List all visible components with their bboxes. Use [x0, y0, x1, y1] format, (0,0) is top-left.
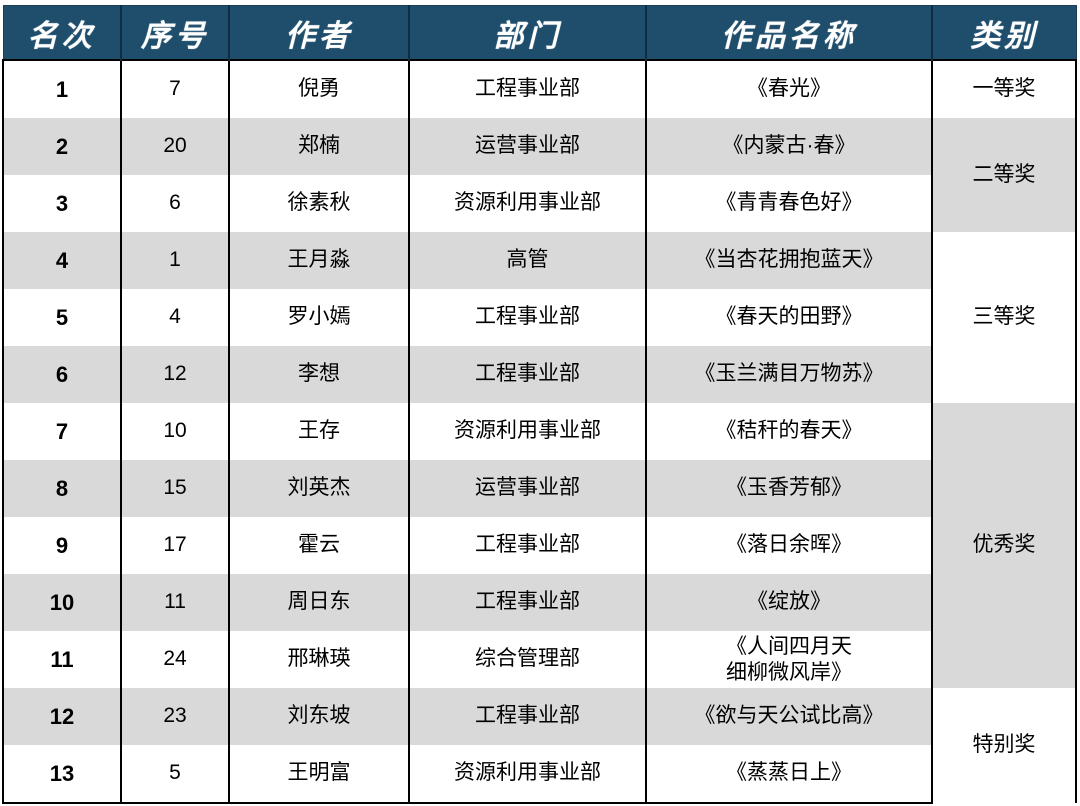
cell-number[interactable]: 24 — [120, 631, 230, 688]
table-row: 7 10 王存 资源利用事业部 《秸秆的春天》 优秀奖 — [2, 403, 1077, 688]
cell-department[interactable]: 工程事业部 — [408, 346, 647, 403]
table-body: 1 7 倪勇 工程事业部 《春光》 一等奖 2 20 郑楠 运营事业部 《内蒙古·春》 二等奖 3 6 徐素… — [2, 59, 1077, 804]
cell-category[interactable]: 二等奖 — [931, 118, 1077, 232]
cell-department[interactable]: 工程事业部 — [408, 688, 647, 745]
cell-category[interactable]: 优秀奖 — [931, 403, 1077, 688]
table-row: 2 20 郑楠 运营事业部 《内蒙古·春》 二等奖 — [2, 118, 1077, 232]
cell-rank[interactable]: 11 — [2, 631, 122, 688]
cell-rank[interactable]: 10 — [2, 574, 122, 631]
cell-author[interactable]: 刘英杰 — [228, 460, 410, 517]
cell-rank[interactable]: 2 — [2, 118, 122, 175]
cell-author[interactable]: 王存 — [228, 403, 410, 460]
cell-rank[interactable]: 6 — [2, 346, 122, 403]
cell-author[interactable]: 倪勇 — [228, 59, 410, 118]
table-row: 9 17 霍云 工程事业部 《落日余晖》 — [2, 517, 1076, 574]
cell-rank[interactable]: 13 — [2, 745, 122, 804]
table-row: 3 6 徐素秋 资源利用事业部 《青青春色好》 — [2, 175, 1076, 232]
work-title-line-1: 《人间四月天 — [726, 634, 852, 658]
cell-number[interactable]: 6 — [120, 175, 230, 232]
cell-work-title[interactable]: 《玉香芳郁》 — [645, 460, 933, 517]
cell-department[interactable]: 综合管理部 — [408, 631, 647, 688]
cell-author[interactable]: 王明富 — [228, 745, 410, 804]
table-row: 12 23 刘东坡 工程事业部 《欲与天公试比高》 特别奖 — [2, 688, 1077, 803]
cell-rank[interactable]: 7 — [2, 403, 122, 460]
cell-number[interactable]: 12 — [120, 346, 230, 403]
table-row: 10 11 周日东 工程事业部 《绽放》 — [2, 574, 1076, 631]
column-header-department[interactable]: 部门 — [408, 5, 647, 61]
cell-department[interactable]: 工程事业部 — [408, 517, 647, 574]
column-header-number[interactable]: 序号 — [120, 5, 230, 61]
table-row: 6 12 李想 工程事业部 《玉兰满目万物苏》 — [2, 346, 1076, 403]
cell-author[interactable]: 周日东 — [228, 574, 410, 631]
table-row: 4 1 王月淼 高管 《当杏花拥抱蓝天》 三等奖 — [2, 232, 1077, 403]
column-header-category[interactable]: 类别 — [931, 5, 1077, 61]
cell-number[interactable]: 4 — [120, 289, 230, 346]
cell-work-title[interactable]: 《春光》 — [645, 59, 933, 118]
cell-work-title[interactable]: 《玉兰满目万物苏》 — [645, 346, 933, 403]
cell-number[interactable]: 10 — [120, 403, 230, 460]
cell-rank[interactable]: 5 — [2, 289, 122, 346]
cell-author[interactable]: 徐素秋 — [228, 175, 410, 232]
table-header: 名次 序号 作者 部门 作品名称 类别 — [2, 5, 1077, 61]
cell-department[interactable]: 工程事业部 — [408, 289, 647, 346]
table-row: 5 4 罗小嫣 工程事业部 《春天的田野》 — [2, 289, 1076, 346]
cell-work-title[interactable]: 《当杏花拥抱蓝天》 — [645, 232, 933, 289]
cell-work-title[interactable]: 《春天的田野》 — [645, 289, 933, 346]
cell-author[interactable]: 罗小嫣 — [228, 289, 410, 346]
award-results-table: 名次 序号 作者 部门 作品名称 类别 1 7 倪勇 工程事业部 《春光》 一等奖 2 20 郑… — [2, 5, 1077, 804]
cell-rank[interactable]: 1 — [2, 59, 122, 118]
table-row: 11 24 邢琳瑛 综合管理部 《人间四月天 细柳微风岸》 — [2, 631, 1076, 688]
header-row: 名次 序号 作者 部门 作品名称 类别 — [2, 5, 1077, 61]
cell-number[interactable]: 1 — [120, 232, 230, 289]
cell-work-title[interactable]: 《落日余晖》 — [645, 517, 933, 574]
column-header-rank[interactable]: 名次 — [2, 5, 122, 61]
cell-number[interactable]: 23 — [120, 688, 230, 745]
column-header-work-title[interactable]: 作品名称 — [645, 5, 933, 61]
cell-author[interactable]: 邢琳瑛 — [228, 631, 410, 688]
cell-work-title[interactable]: 《欲与天公试比高》 — [645, 688, 933, 745]
cell-department[interactable]: 高管 — [408, 232, 647, 289]
cell-author[interactable]: 王月淼 — [228, 232, 410, 289]
cell-author[interactable]: 霍云 — [228, 517, 410, 574]
cell-work-title[interactable]: 《人间四月天 细柳微风岸》 — [645, 631, 933, 688]
cell-category[interactable]: 三等奖 — [931, 232, 1077, 403]
table-row: 8 15 刘英杰 运营事业部 《玉香芳郁》 — [2, 460, 1076, 517]
cell-number[interactable]: 5 — [120, 745, 230, 804]
cell-work-title[interactable]: 《青青春色好》 — [645, 175, 933, 232]
work-title-line-2: 细柳微风岸》 — [726, 660, 852, 684]
cell-department[interactable]: 资源利用事业部 — [408, 745, 647, 804]
cell-rank[interactable]: 3 — [2, 175, 122, 232]
cell-number[interactable]: 7 — [120, 59, 230, 118]
cell-department[interactable]: 运营事业部 — [408, 118, 647, 175]
cell-work-title[interactable]: 《绽放》 — [645, 574, 933, 631]
cell-number[interactable]: 20 — [120, 118, 230, 175]
cell-author[interactable]: 郑楠 — [228, 118, 410, 175]
cell-department[interactable]: 工程事业部 — [408, 574, 647, 631]
cell-category[interactable]: 特别奖 — [931, 688, 1077, 803]
cell-rank[interactable]: 8 — [2, 460, 122, 517]
cell-department[interactable]: 资源利用事业部 — [408, 403, 647, 460]
cell-department[interactable]: 工程事业部 — [408, 59, 647, 118]
cell-category[interactable]: 一等奖 — [931, 59, 1077, 118]
cell-number[interactable]: 15 — [120, 460, 230, 517]
cell-work-title[interactable]: 《秸秆的春天》 — [645, 403, 933, 460]
cell-work-title[interactable]: 《内蒙古·春》 — [645, 118, 933, 175]
cell-rank[interactable]: 4 — [2, 232, 122, 289]
cell-department[interactable]: 运营事业部 — [408, 460, 647, 517]
cell-rank[interactable]: 12 — [2, 688, 122, 745]
cell-author[interactable]: 刘东坡 — [228, 688, 410, 745]
cell-department[interactable]: 资源利用事业部 — [408, 175, 647, 232]
column-header-author[interactable]: 作者 — [228, 5, 410, 61]
table-row: 1 7 倪勇 工程事业部 《春光》 一等奖 — [2, 59, 1077, 118]
table-row: 13 5 王明富 资源利用事业部 《蒸蒸日上》 — [2, 745, 1076, 804]
cell-number[interactable]: 17 — [120, 517, 230, 574]
cell-number[interactable]: 11 — [120, 574, 230, 631]
cell-author[interactable]: 李想 — [228, 346, 410, 403]
cell-rank[interactable]: 9 — [2, 517, 122, 574]
cell-work-title[interactable]: 《蒸蒸日上》 — [645, 745, 933, 804]
